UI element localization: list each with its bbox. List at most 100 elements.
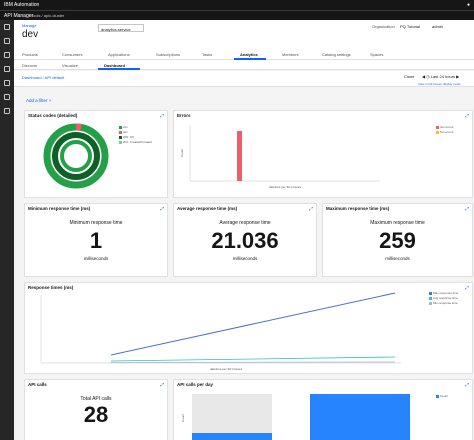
- analytics-icon[interactable]: [4, 80, 10, 86]
- active-subtab-indicator: [98, 68, 140, 70]
- brand-name: IBM Automation: [4, 1, 40, 8]
- max-response-line: [110, 292, 396, 356]
- subtab-discover[interactable]: Discover: [22, 63, 38, 68]
- org-select[interactable]: PQ Tutorial: [400, 24, 421, 29]
- errors-chart: Count datetime per 30 minutes: [180, 125, 380, 189]
- legend-item: 2xx: [119, 125, 128, 129]
- legend-item: Max response time: [429, 291, 458, 295]
- panel-title: Maximum response time (ms): [326, 206, 390, 211]
- main-area: Manage dev analytics-service Organizatio…: [14, 20, 474, 440]
- metric-unit: milliseconds: [83, 256, 109, 261]
- legend-item: Count: [436, 394, 448, 398]
- min-response-line: [110, 361, 396, 363]
- legend-item: 200: OK: [119, 135, 134, 139]
- analytics-subtabs: Discover Visualize Dashboard: [14, 60, 474, 70]
- panel-title: API calls per day: [177, 382, 214, 387]
- metric-label: Minimum response time: [69, 220, 123, 226]
- subtab-dashboard[interactable]: Dashboard: [104, 63, 125, 68]
- legend-item: 201: Created/Created: [119, 140, 152, 144]
- metric-label: Average response time: [219, 220, 271, 226]
- response-times-chart: datetime per 30 minutes: [40, 292, 401, 371]
- donut-core-ring: [60, 140, 92, 172]
- avg-response-line: [110, 356, 396, 362]
- expand-icon[interactable]: ⤢: [465, 382, 469, 387]
- page-header: Manage dev analytics-service Organizatio…: [14, 20, 474, 60]
- tab-catalog-settings[interactable]: Catalog settings: [322, 52, 351, 57]
- min-response-panel: Minimum response time (ms) ⤢ Minimum res…: [24, 203, 168, 277]
- back-link[interactable]: Manage: [22, 23, 37, 28]
- panel-title: Status codes (detailed): [28, 113, 78, 118]
- legend-item: 4xx errors: [436, 125, 453, 129]
- legend-item: Avg response time: [429, 296, 458, 300]
- active-tab-indicator: [234, 58, 266, 60]
- time-range-label: Last 24 hours: [430, 74, 456, 79]
- clone-button[interactable]: Clone: [404, 74, 415, 79]
- expand-icon[interactable]: ⤢: [465, 285, 469, 290]
- app-bar: API Manager tools / apic-cluster: [0, 10, 474, 20]
- expand-icon[interactable]: ⤢: [160, 113, 164, 118]
- donut-inner-ring: [52, 132, 100, 180]
- metric-label: Maximum response time: [370, 220, 425, 226]
- y-axis-label: Count: [181, 414, 185, 422]
- metric-label: Total API calls: [80, 396, 112, 402]
- expand-icon[interactable]: ⤢: [465, 113, 469, 118]
- manage-icon[interactable]: [4, 66, 10, 72]
- tab-tasks[interactable]: Tasks: [202, 52, 213, 57]
- settings-icon[interactable]: [4, 108, 10, 114]
- tab-analytics[interactable]: Analytics: [240, 52, 258, 57]
- fullscreen-link[interactable]: View in full screen display mode: [418, 82, 461, 86]
- panel-title: Errors: [177, 113, 191, 118]
- x-axis-label: datetime per 30 minutes: [210, 367, 243, 371]
- app-title: API Manager: [4, 13, 34, 19]
- legend-item: 4xx: [119, 130, 128, 134]
- day-bar: [310, 394, 410, 440]
- api-calls-per-day-chart: Count: [181, 394, 410, 440]
- tab-subscriptions[interactable]: Subscriptions: [156, 52, 181, 57]
- status-codes-panel: Status codes (detailed) ⤢ 2xx 4xx 200: O…: [24, 110, 168, 198]
- panel-title: Average response time (ms): [177, 206, 238, 211]
- avg-response-panel: Average response time (ms) ⤢ Average res…: [173, 203, 317, 277]
- org-label: Organization: [372, 24, 395, 29]
- error-bar: [237, 131, 242, 181]
- expand-icon[interactable]: ⤢: [465, 206, 469, 211]
- develop-icon[interactable]: [4, 52, 10, 58]
- panel-title: Minimum response time (ms): [28, 206, 91, 211]
- home-icon[interactable]: [4, 24, 10, 30]
- metric-value: 28: [83, 402, 109, 427]
- metric-value: 259: [379, 228, 416, 253]
- notifications-icon[interactable]: ●: [466, 1, 470, 8]
- catalog-tabs: Products Consumers Applications Subscrip…: [22, 48, 472, 60]
- subtab-visualize[interactable]: Visualize: [62, 63, 78, 68]
- response-times-panel: Response times (ms) ⤢ datetime per 30 mi…: [24, 282, 473, 374]
- expand-icon[interactable]: ⤢: [309, 206, 313, 211]
- panel-title: Response times (ms): [28, 285, 74, 290]
- catalog-select[interactable]: analytics-service: [98, 24, 144, 32]
- page-title: dev: [22, 29, 39, 40]
- api-calls-per-day-panel: API calls per day ⤢ Count Count: [173, 379, 473, 440]
- y-axis-label: Count: [180, 149, 184, 157]
- user-menu[interactable]: admin: [432, 24, 443, 29]
- panel-title: API calls: [28, 382, 47, 387]
- metric-value: 21.036: [211, 228, 279, 253]
- x-axis-label: datetime per 30 minutes: [269, 185, 302, 189]
- catalog-icon[interactable]: [4, 38, 10, 44]
- metric-unit: milliseconds: [385, 256, 410, 261]
- add-filter-link[interactable]: Add a filter +: [26, 98, 52, 103]
- resources-icon[interactable]: [4, 94, 10, 100]
- tab-products[interactable]: Products: [22, 52, 38, 57]
- legend-item: 5xx errors: [436, 130, 453, 134]
- dashboard-breadcrumb[interactable]: Dashboard / API default: [22, 75, 65, 80]
- app-breadcrumb[interactable]: tools / apic-cluster: [32, 13, 65, 18]
- tab-spaces[interactable]: Spaces: [370, 52, 384, 57]
- expand-icon[interactable]: ⤢: [160, 382, 164, 387]
- status-donut: [43, 123, 109, 189]
- time-picker[interactable]: ◀ ◷ Last 24 hours ▶: [422, 74, 460, 79]
- tab-consumers[interactable]: Consumers: [62, 52, 83, 57]
- expand-icon[interactable]: ⤢: [160, 206, 164, 211]
- api-calls-panel: API calls ⤢ Total API calls 28: [24, 379, 168, 440]
- tab-applications[interactable]: Applications: [108, 52, 130, 57]
- metric-unit: milliseconds: [232, 256, 258, 261]
- metric-value: 1: [89, 228, 103, 253]
- tab-members[interactable]: Members: [282, 52, 299, 57]
- day-background: [192, 394, 272, 440]
